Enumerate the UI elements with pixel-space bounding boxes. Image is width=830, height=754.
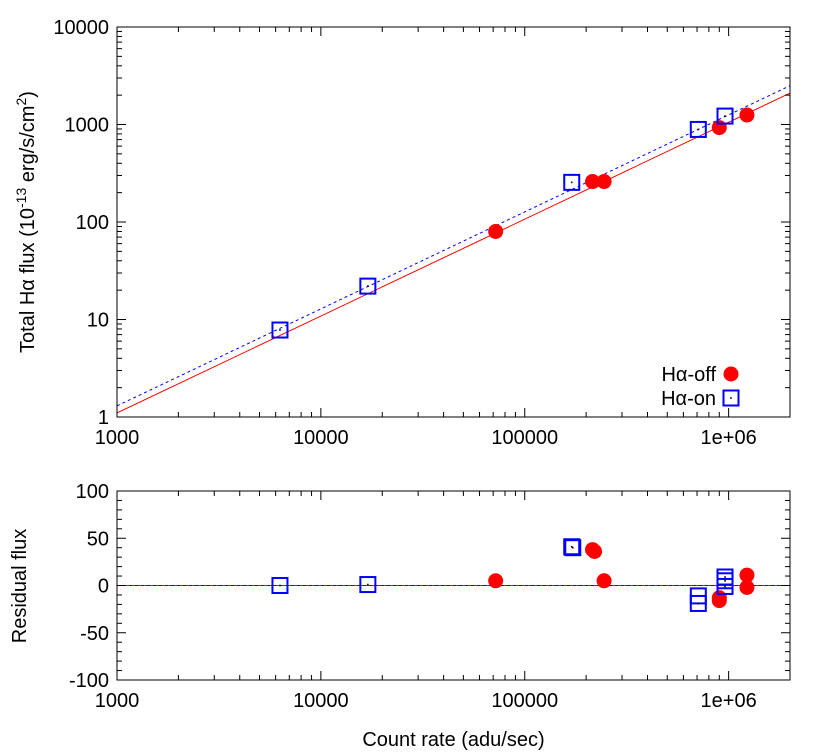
marker-center-dot <box>724 576 726 578</box>
marker-center-dot <box>367 583 369 586</box>
marker-square <box>722 389 740 407</box>
y-tick-label: 50 <box>87 528 109 550</box>
data-point-on <box>563 538 581 556</box>
data-point-off <box>488 223 504 239</box>
x-axis-label: Count rate (adu/sec) <box>362 729 544 751</box>
marker-center-dot <box>724 115 726 117</box>
legend-label: Hα-off <box>661 364 716 386</box>
x-tick-label: 100000 <box>491 427 558 449</box>
y-axis-label-part: ) <box>17 91 39 98</box>
plot-frame <box>116 26 791 418</box>
x-tick-label: 10000 <box>293 690 349 712</box>
x-tick-label: 1000 <box>95 690 140 712</box>
y-tick-label: 1 <box>98 407 109 429</box>
y-tick-label: -50 <box>80 623 109 645</box>
marker-square <box>716 577 734 595</box>
data-point-on <box>716 107 734 125</box>
x-tick-label: 1e+06 <box>701 690 757 712</box>
y-axis-label-part: erg/s/cm <box>17 106 39 188</box>
marker-center-dot <box>697 602 700 605</box>
x-tick-label: 10000 <box>293 427 349 449</box>
data-point-on <box>563 173 581 191</box>
data-point-on <box>271 321 289 339</box>
data-point-off <box>739 567 755 583</box>
residual-panel: 1000 10000 100000 1e+06 -100 -50 0 50 100 Count r… <box>9 481 791 751</box>
marker-center-dot <box>571 546 574 549</box>
marker-square <box>689 594 707 612</box>
y-tick-label: 1000 <box>65 115 110 137</box>
marker-center-dot <box>279 584 281 587</box>
data-point-off <box>711 593 727 609</box>
marker-square <box>359 277 377 295</box>
data-point-off <box>596 573 612 589</box>
y-axis-label-part: flux (10 <box>17 208 39 279</box>
y-tick-label: 100 <box>76 212 109 234</box>
data-point-off <box>711 120 727 136</box>
marker-center-dot <box>697 128 700 131</box>
marker-square <box>271 577 289 594</box>
y-tick-label: -100 <box>69 670 109 692</box>
data-point-off <box>596 174 612 190</box>
y-tick-label: 100 <box>76 481 109 503</box>
marker-center-dot <box>570 181 573 184</box>
marker-center-dot <box>724 585 726 588</box>
data-point-off <box>739 579 755 595</box>
marker-square <box>716 107 734 125</box>
y-axis-label-part: α <box>17 279 39 291</box>
y-axis-label-part: Total H <box>17 291 39 353</box>
marker-center-dot <box>367 285 369 287</box>
marker-center-dot <box>279 329 281 331</box>
fit-line <box>117 92 790 414</box>
y-axis-label-superscript: -13 <box>13 188 29 208</box>
marker-square <box>689 120 707 138</box>
data-point-on <box>359 576 377 594</box>
x-tick-label: 1e+06 <box>701 427 757 449</box>
data-point-off <box>488 573 504 589</box>
legend-label: Hα-on <box>661 388 716 410</box>
x-tick-label: 100000 <box>491 690 558 712</box>
y-tick-label: 0 <box>98 576 109 598</box>
data-point-on <box>271 577 289 594</box>
data-point-on <box>689 594 707 612</box>
y-axis-label-superscript: 2 <box>13 98 29 106</box>
marker-center-dot <box>570 545 573 548</box>
y-axis-label: Total Hα flux (10-13 erg/s/cm2) <box>13 91 39 353</box>
x-tick-label: 1000 <box>95 427 140 449</box>
y-tick-label: 10000 <box>53 17 109 39</box>
data-point-on <box>689 120 707 138</box>
marker-square <box>359 576 377 594</box>
marker-square <box>271 321 289 339</box>
marker-square <box>563 173 581 191</box>
data-point-on <box>564 539 582 557</box>
y-axis-label: Residual flux <box>9 529 31 644</box>
data-point-off <box>585 174 601 190</box>
data-point-on <box>716 568 734 586</box>
y-tick-label: 10 <box>87 310 109 332</box>
data-point-off <box>739 107 755 123</box>
marker-square <box>564 539 582 557</box>
fit-line <box>117 85 790 407</box>
marker-center-dot <box>730 397 732 399</box>
legend-marker-on <box>722 389 740 407</box>
data-point-on <box>716 577 734 595</box>
data-point-on <box>359 277 377 295</box>
legend-marker-off <box>723 366 739 382</box>
flux-panel: 1000 10000 100000 1e+06 1 10 100 1000 10000 Total… <box>13 17 791 449</box>
data-point-off <box>587 543 603 559</box>
marker-center-dot <box>724 579 726 582</box>
